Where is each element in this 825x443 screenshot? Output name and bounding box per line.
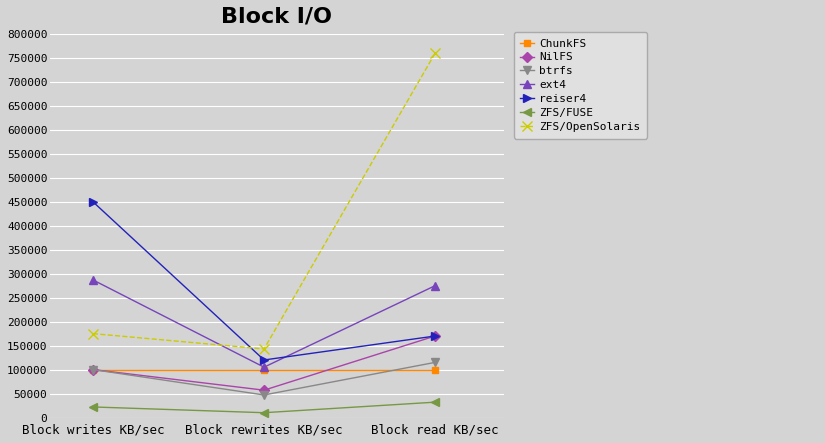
Line: ZFS/FUSE: ZFS/FUSE — [89, 398, 439, 417]
ext4 — [430, 283, 440, 288]
ChunkFS — [259, 367, 269, 372]
Line: ext4: ext4 — [89, 276, 439, 371]
ChunkFS — [88, 367, 98, 372]
Line: btrfs: btrfs — [89, 358, 439, 399]
NilFS — [259, 388, 269, 393]
ZFS/FUSE — [88, 404, 98, 410]
btrfs — [88, 367, 98, 372]
Line: reiser4: reiser4 — [89, 198, 439, 364]
ChunkFS — [430, 367, 440, 372]
ext4 — [88, 277, 98, 283]
NilFS — [430, 334, 440, 339]
ZFS/OpenSolaris — [88, 331, 98, 336]
ZFS/FUSE — [259, 410, 269, 416]
btrfs — [259, 392, 269, 398]
Line: NilFS: NilFS — [90, 333, 439, 394]
Line: ZFS/OpenSolaris: ZFS/OpenSolaris — [88, 48, 440, 354]
reiser4 — [430, 334, 440, 339]
Title: Block I/O: Block I/O — [221, 7, 332, 27]
reiser4 — [88, 199, 98, 205]
ZFS/FUSE — [430, 400, 440, 405]
Line: ChunkFS: ChunkFS — [90, 366, 439, 373]
ZFS/OpenSolaris — [430, 51, 440, 56]
NilFS — [88, 367, 98, 372]
Legend: ChunkFS, NilFS, btrfs, ext4, reiser4, ZFS/FUSE, ZFS/OpenSolaris: ChunkFS, NilFS, btrfs, ext4, reiser4, ZF… — [514, 32, 647, 139]
ZFS/OpenSolaris — [259, 346, 269, 352]
btrfs — [430, 360, 440, 365]
reiser4 — [259, 358, 269, 363]
ext4 — [259, 365, 269, 370]
